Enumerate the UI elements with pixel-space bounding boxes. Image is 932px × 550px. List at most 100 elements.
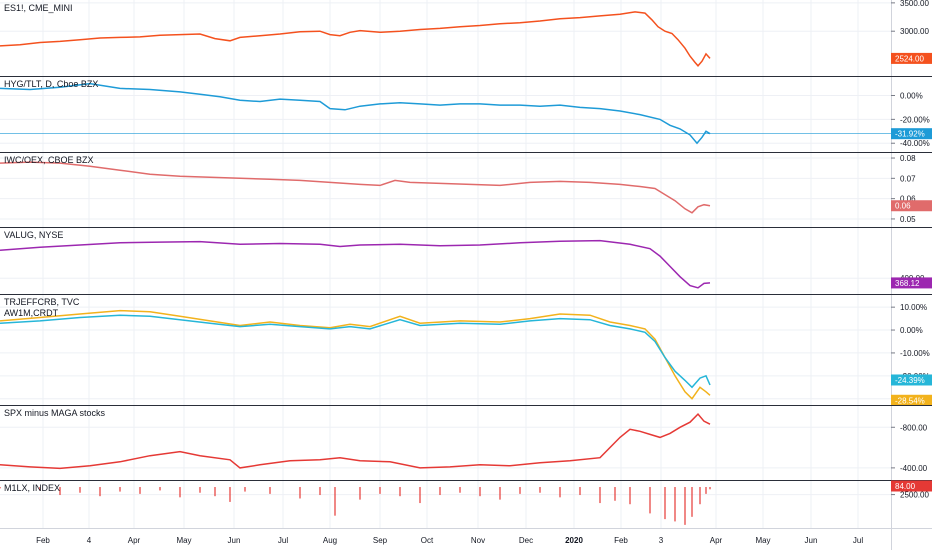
bar-m1lx-18 (379, 487, 381, 494)
x-tick-label-2: Apr (128, 536, 141, 545)
pane-hyg: 0.00% -20.00% -40.00%-31.92% HYG/TLT, D, Cb… (0, 79, 932, 148)
y-tick-label-trj-1: 0.00% (900, 326, 923, 335)
badge-label: 84.00 (895, 482, 916, 491)
bar-m1lx-14 (299, 487, 301, 499)
bar-m1lx-7 (159, 487, 161, 491)
bar-m1lx-37 (699, 487, 701, 505)
bar-m1lx-36 (691, 487, 693, 517)
x-tick-label-13: 3 (659, 536, 664, 545)
y-tick-label-es-1: 3500.00 (900, 0, 929, 8)
pane-iwc: 0.08 0.07 0.06 0.05 0.06 IWC/OEX, CBOE BZX (0, 154, 932, 224)
pane-title-spx: SPX minus MAGA stocks (4, 408, 106, 418)
series-line-es-0 (0, 11, 711, 67)
bar-m1lx-24 (499, 487, 501, 500)
bar-m1lx-19 (399, 487, 401, 497)
x-tick-label-4: Jun (228, 536, 241, 545)
badge-label: -28.54% (895, 396, 925, 405)
bar-m1lx-28 (579, 487, 581, 496)
series-line-hyg-0 (0, 82, 711, 145)
bar-m1lx-23 (479, 487, 481, 497)
x-tick-label-17: Jul (853, 536, 863, 545)
bar-m1lx-11 (229, 487, 231, 502)
bar-m1lx-32 (649, 487, 651, 514)
bar-m1lx-5 (119, 487, 121, 492)
price-badge-valug-0: 368.12 (891, 277, 932, 289)
y-tick-label-hyg-1: -20.00% (900, 115, 930, 124)
pane-title-es: ES1!, CME_MINI (4, 3, 73, 13)
x-tick-label-16: Jun (805, 536, 818, 545)
bar-m1lx-9 (199, 487, 201, 493)
bar-m1lx-1 (39, 487, 41, 491)
bar-m1lx-12 (244, 487, 246, 492)
vertical-gridlines (42, 0, 859, 528)
price-badge-es-0: 2524.00 (891, 52, 932, 64)
y-tick-label-iwc-0: 0.08 (900, 154, 916, 163)
x-tick-label-11: 2020 (565, 536, 583, 545)
pane-title-trj: TRJEFFCRB, TVC (4, 297, 80, 307)
pane-trj: 10.00%0.00%-10.00%-20.00%-30.00%-24.39%-… (0, 297, 932, 406)
badge-label: -24.39% (895, 376, 925, 385)
bar-m1lx-22 (459, 487, 461, 493)
bar-m1lx-10 (214, 487, 216, 497)
price-badge-m1lx-0: 84.00 (891, 480, 932, 492)
bar-m1lx-34 (674, 487, 676, 522)
price-badge-trj-0: -24.39% (891, 374, 932, 386)
badge-label: -31.92% (895, 130, 925, 139)
badge-bg (891, 374, 932, 386)
x-tick-label-9: Nov (471, 536, 485, 545)
bar-m1lx-20 (419, 487, 421, 504)
y-tick-label-hyg-2: -40.00% (900, 139, 930, 148)
x-tick-label-12: Feb (614, 536, 628, 545)
badge-bg (891, 52, 932, 64)
bar-m1lx-8 (179, 487, 181, 498)
y-tick-label-iwc-1: 0.07 (900, 174, 916, 183)
x-tick-label-10: Dec (519, 536, 533, 545)
bar-m1lx-2 (59, 487, 61, 496)
price-badge-hyg-0: -31.92% (891, 128, 932, 140)
series-line-trj-0 (0, 309, 711, 400)
bar-m1lx-26 (539, 487, 541, 493)
badge-bg (891, 200, 932, 212)
bar-m1lx-17 (359, 487, 361, 500)
x-tick-label-7: Sep (373, 536, 388, 545)
price-badge-trj-1: -28.54% (891, 394, 932, 406)
bar-m1lx-35 (684, 487, 686, 525)
bar-m1lx-6 (139, 487, 141, 494)
badge-bg (891, 277, 932, 289)
bar-m1lx-0 (0, 487, 1, 489)
bar-m1lx-31 (629, 487, 631, 505)
badge-bg (891, 394, 932, 406)
y-tick-label-hyg-0: 0.00% (900, 92, 923, 101)
badge-label: 368.12 (895, 279, 920, 288)
x-tick-label-0: Feb (36, 536, 50, 545)
x-tick-label-1: 4 (87, 536, 92, 545)
x-tick-label-6: Aug (323, 536, 337, 545)
bar-m1lx-4 (99, 487, 101, 497)
badge-bg (891, 128, 932, 140)
bar-m1lx-33 (664, 487, 666, 520)
pane-spx: -800.00 -400.00 SPX minus MAGA stocks (0, 408, 928, 473)
badge-label: 2524.00 (895, 54, 924, 63)
pane-title-m1lx: M1LX, INDEX (4, 483, 60, 493)
x-tick-label-3: May (176, 536, 191, 545)
price-badge-iwc-0: 0.06 (891, 200, 932, 212)
series-line-spx-0 (0, 412, 711, 470)
y-tick-label-es-0: 3000.00 (900, 27, 929, 36)
series-line-trj-1 (0, 314, 711, 389)
badge-label: 0.06 (895, 202, 911, 211)
bar-m1lx-39 (709, 487, 711, 490)
x-tick-label-8: Oct (421, 536, 434, 545)
series-line-valug-0 (0, 239, 711, 289)
pane-subtitle-trj: AW1M,CRDT (4, 308, 59, 318)
x-tick-label-14: Apr (710, 536, 723, 545)
bar-m1lx-29 (599, 487, 601, 504)
bar-m1lx-21 (439, 487, 441, 496)
y-tick-label-spx-0: -800.00 (900, 423, 928, 432)
bar-m1lx-15 (319, 487, 321, 496)
bar-m1lx-27 (559, 487, 561, 498)
bar-m1lx-16 (334, 487, 336, 516)
y-tick-label-spx-1: -400.00 (900, 464, 928, 473)
